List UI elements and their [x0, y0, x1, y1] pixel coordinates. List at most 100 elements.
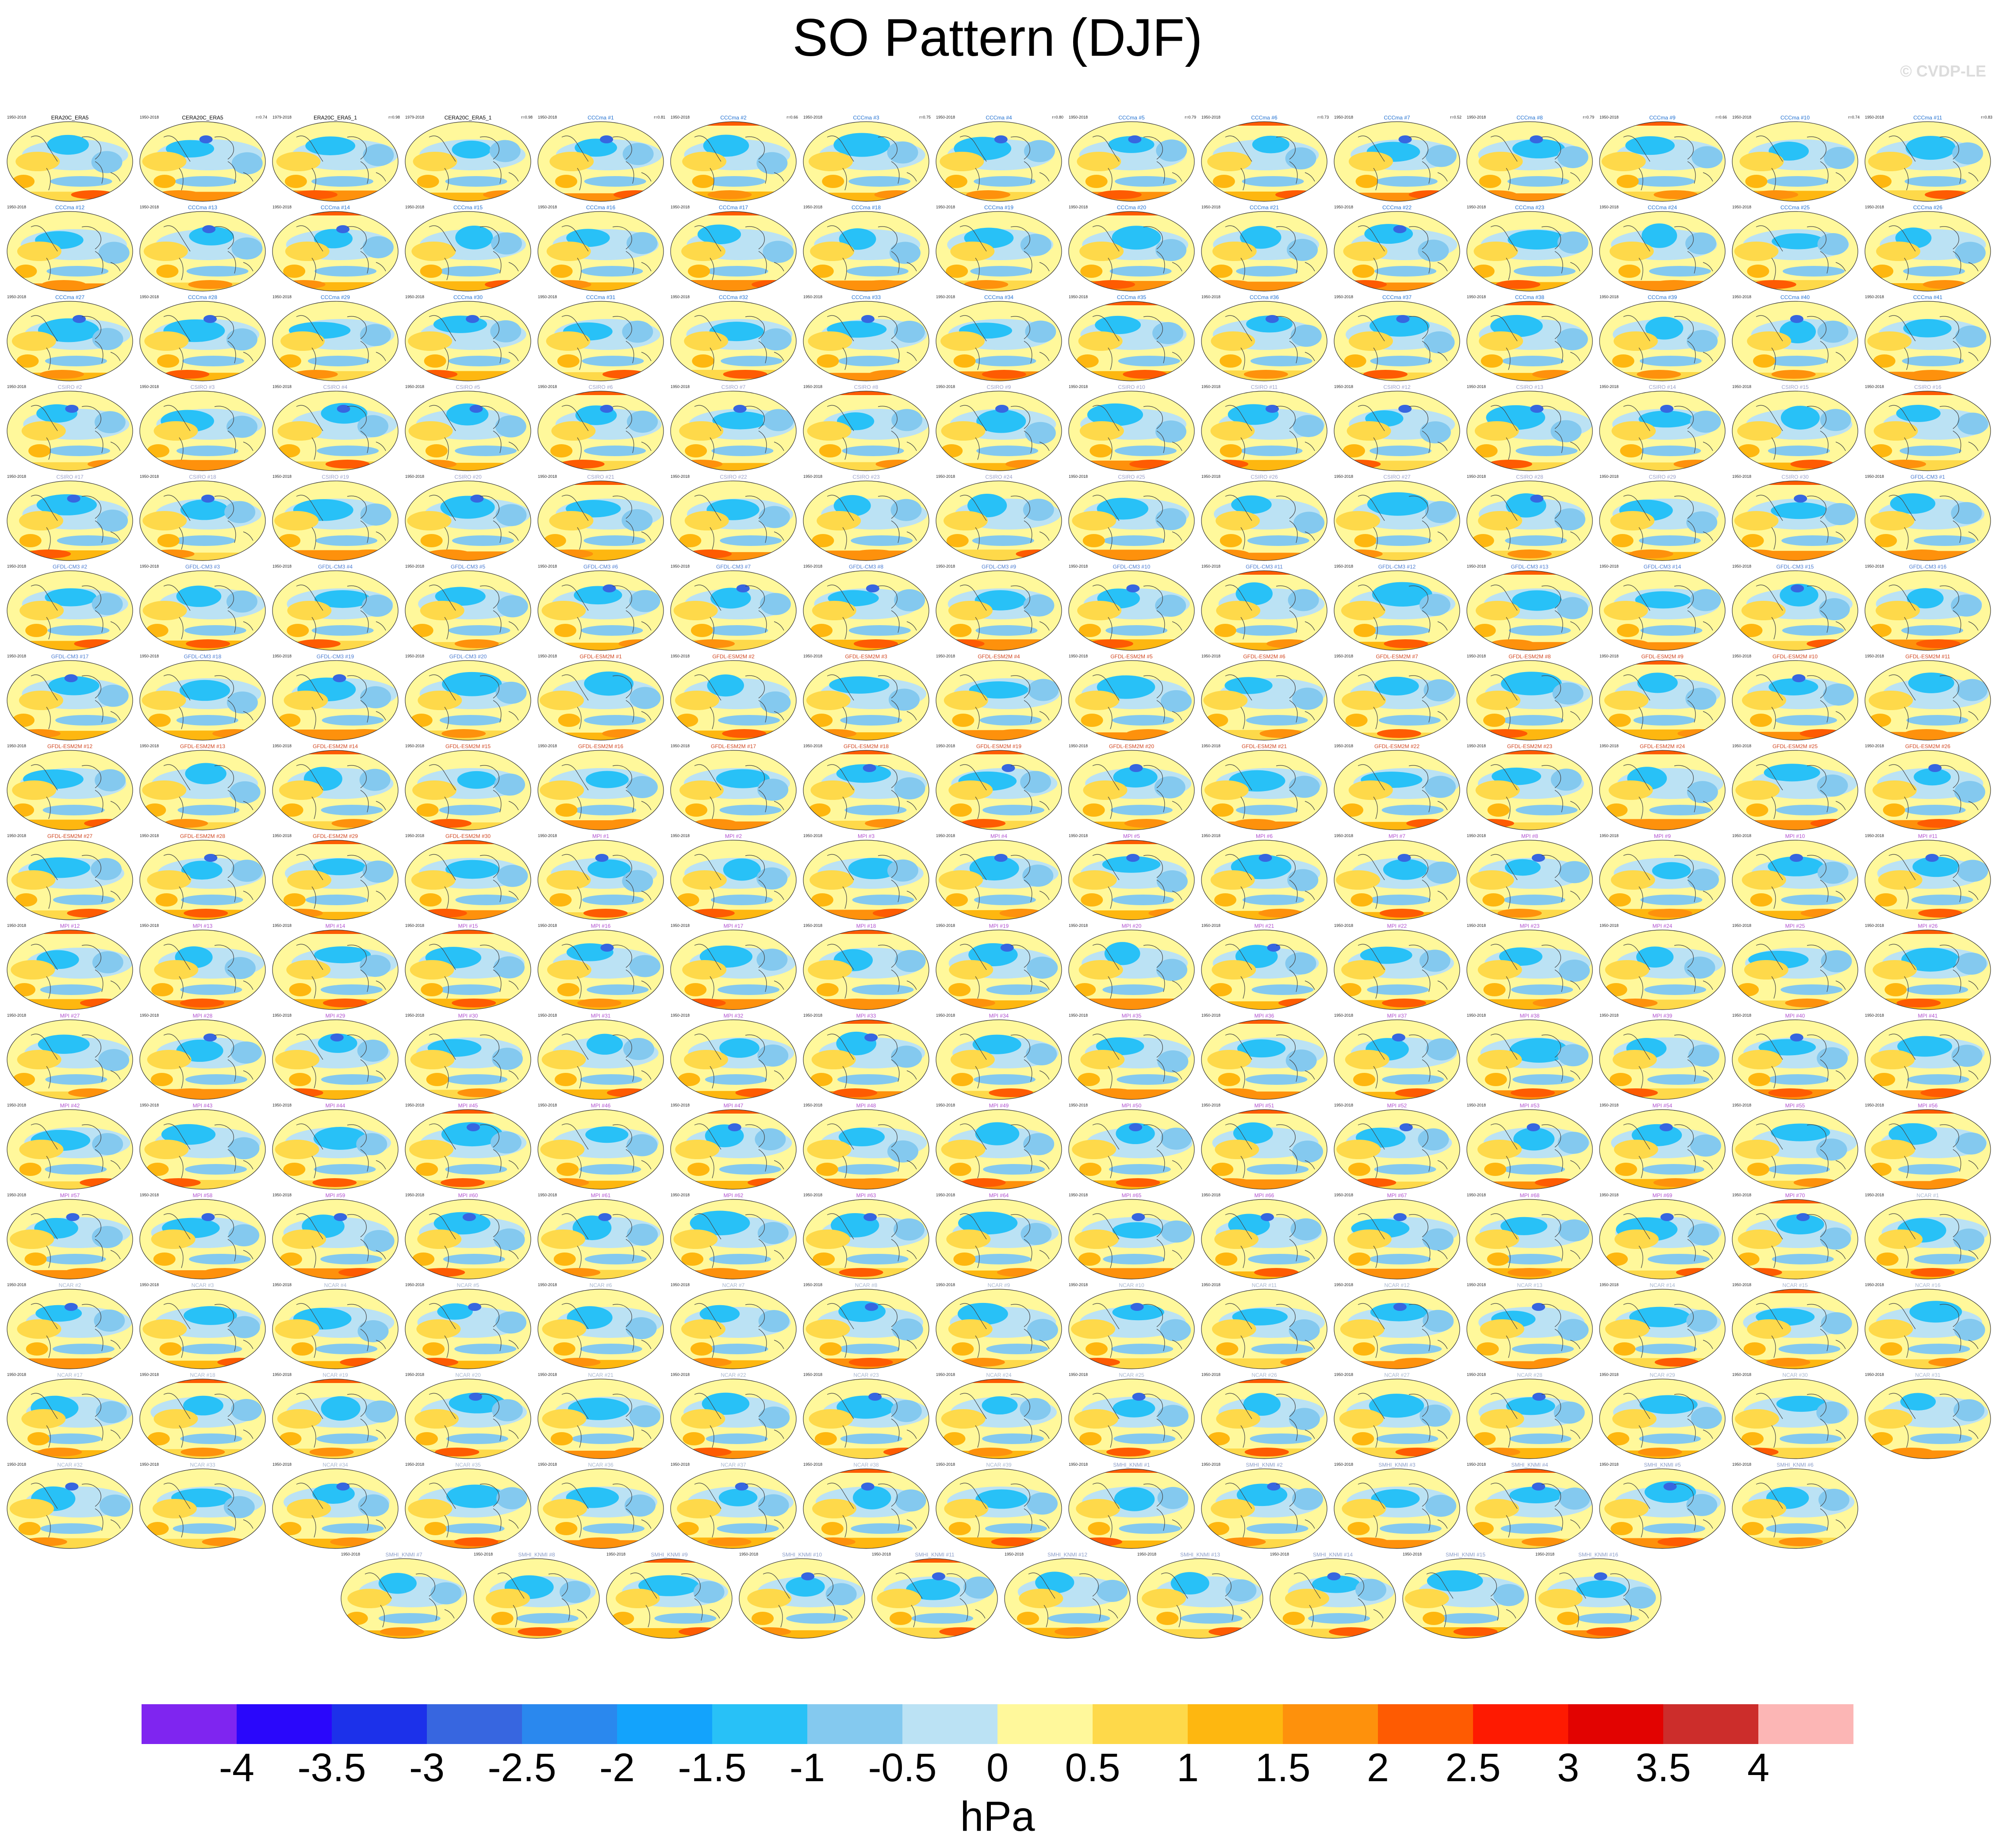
panel-years: 1950-2018 — [1334, 474, 1354, 479]
panel-years: 1950-2018 — [341, 1552, 361, 1556]
panel-title: GFDL-ESM2M #1 — [579, 653, 622, 660]
map-plot — [803, 391, 929, 471]
panel-pattern-correlation: r=0.83 — [1981, 115, 1992, 119]
panel-title: CERA20C_ERA5_1 — [444, 115, 492, 121]
panel-years: 1950-2018 — [1069, 1283, 1088, 1287]
map-plot — [7, 1379, 133, 1459]
map-plot — [139, 1109, 266, 1190]
map-plot — [1732, 480, 1858, 561]
map-plot — [670, 480, 797, 561]
map-panel: 1950-2018 CSIRO #29 — [1597, 474, 1728, 563]
panel-years: 1950-2018 — [1201, 1462, 1221, 1467]
panel-title: NCAR #30 — [1782, 1372, 1808, 1378]
map-plot — [405, 1379, 531, 1459]
map-plot — [405, 391, 531, 471]
panel-years: 1950-2018 — [803, 384, 823, 389]
colorbar-tick-label: 0 — [986, 1746, 1009, 1790]
panel-years: 1950-2018 — [1732, 834, 1752, 838]
panel-pattern-correlation: r=0.75 — [919, 115, 931, 119]
panel-title: NCAR #2 — [58, 1282, 81, 1288]
map-plot — [670, 660, 797, 741]
map-plot — [1402, 1558, 1529, 1639]
panel-title: CSIRO #22 — [720, 474, 747, 480]
panel-years: 1950-2018 — [1732, 295, 1752, 299]
map-panel: 1950-2018 CCCma #17 — [668, 204, 799, 293]
panel-title: GFDL-ESM2M #7 — [1376, 653, 1418, 660]
colorbar-swatch — [1378, 1704, 1473, 1744]
panel-title: GFDL-CM3 #19 — [316, 653, 354, 660]
panel-years: 1950-2018 — [1201, 295, 1221, 299]
map-plot — [1865, 480, 1991, 561]
map-plot — [272, 301, 399, 381]
map-panel: 1950-2018 CSIRO #5 — [403, 384, 533, 473]
map-panel: 1950-2018 CSIRO #22 — [668, 474, 799, 563]
map-plot — [1466, 1289, 1593, 1369]
map-panel: 1950-2018 GFDL-CM3 #13 — [1464, 564, 1595, 653]
panel-years: 1950-2018 — [1069, 1013, 1088, 1018]
map-plot — [936, 750, 1062, 830]
map-panel: 1950-2018 CCCma #41 — [1862, 294, 1993, 383]
map-plot — [7, 1468, 133, 1549]
panel-years: 1950-2018 — [1732, 115, 1752, 119]
panel-years: 1950-2018 — [671, 115, 690, 119]
map-plot — [1201, 301, 1327, 381]
panel-title: CSIRO #6 — [588, 384, 613, 390]
map-panel: 1950-2018 MPI #8 — [1464, 833, 1595, 922]
map-plot — [139, 1468, 266, 1549]
panel-title: NCAR #21 — [588, 1372, 614, 1378]
colorbar-tick-label: 2.5 — [1445, 1746, 1501, 1790]
panel-years: 1950-2018 — [1600, 1103, 1619, 1107]
panel-title: CSIRO #24 — [985, 474, 1013, 480]
map-panel: 1950-2018 GFDL-ESM2M #4 — [933, 653, 1064, 742]
map-plot — [1599, 750, 1726, 830]
panel-years: 1950-2018 — [1334, 1013, 1354, 1018]
panel-title: CCCma #26 — [1913, 204, 1943, 211]
panel-years: 1950-2018 — [1137, 1552, 1157, 1556]
map-plot — [139, 1289, 266, 1369]
map-panel: 1950-2018 GFDL-ESM2M #12 — [4, 743, 135, 832]
colorbar-tick-label: -2.5 — [487, 1746, 556, 1790]
map-plot — [1466, 750, 1593, 830]
map-panel: 1950-2018 MPI #28 — [137, 1013, 268, 1102]
map-panel: 1950-2018 CSIRO #3 — [137, 384, 268, 473]
panel-title: CSIRO #9 — [986, 384, 1011, 390]
map-plot — [803, 301, 929, 381]
map-plot — [803, 570, 929, 651]
panel-title: CSIRO #29 — [1649, 474, 1676, 480]
map-panel: 1950-2018 CERA20C_ERA5 r=0.74 — [137, 115, 268, 204]
map-panel: 1950-2018 CSIRO #13 — [1464, 384, 1595, 473]
map-panel: 1950-2018 CCCma #24 — [1597, 204, 1728, 293]
panel-years: 1950-2018 — [1600, 474, 1619, 479]
map-panel: 1950-2018 SMHI_KNMI #12 — [1002, 1552, 1133, 1641]
panel-title: SMHI_KNMI #8 — [518, 1552, 555, 1558]
map-panel: 1950-2018 MPI #56 — [1862, 1103, 1993, 1191]
map-plot — [537, 391, 664, 471]
map-panel: 1950-2018 GFDL-CM3 #17 — [4, 653, 135, 742]
panel-years: 1950-2018 — [1334, 1372, 1354, 1377]
map-plot — [803, 480, 929, 561]
panel-title: SMHI_KNMI #16 — [1578, 1552, 1619, 1558]
map-panel: 1950-2018 MPI #62 — [668, 1192, 799, 1281]
panel-years: 1950-2018 — [1069, 295, 1088, 299]
map-plot — [936, 1199, 1062, 1279]
panel-title: CSIRO #20 — [454, 474, 482, 480]
map-panel: 1950-2018 NCAR #14 — [1597, 1282, 1728, 1371]
panel-years: 1950-2018 — [1865, 384, 1884, 389]
map-panel: 1950-2018 GFDL-ESM2M #13 — [137, 743, 268, 832]
panel-years: 1950-2018 — [803, 1462, 823, 1467]
map-panel: 1950-2018 GFDL-CM3 #10 — [1066, 564, 1197, 653]
panel-title: SMHI_KNMI #7 — [385, 1552, 422, 1558]
map-panel: 1950-2018 SMHI_KNMI #16 — [1533, 1552, 1664, 1641]
panel-pattern-correlation: r=0.52 — [1450, 115, 1462, 119]
panel-title: CCCma #33 — [851, 294, 881, 300]
map-panel: 1950-2018 MPI #42 — [4, 1103, 135, 1191]
panel-years: 1950-2018 — [140, 384, 159, 389]
map-plot — [1068, 750, 1195, 830]
panel-title: CSIRO #27 — [1383, 474, 1411, 480]
map-plot — [1732, 750, 1858, 830]
panel-years: 1950-2018 — [1201, 564, 1221, 569]
map-panel: 1950-2018 CSIRO #6 — [535, 384, 666, 473]
panel-title: NCAR #39 — [986, 1462, 1012, 1468]
panel-title: NCAR #17 — [57, 1372, 83, 1378]
panel-years: 1950-2018 — [7, 744, 27, 748]
